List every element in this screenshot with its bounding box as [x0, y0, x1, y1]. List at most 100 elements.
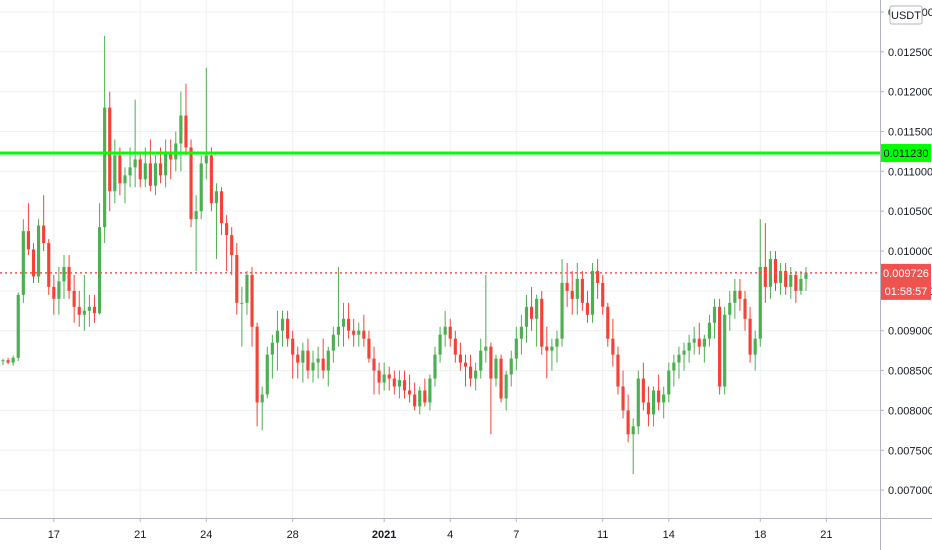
- candle: [184, 83, 188, 156]
- candle-body: [585, 302, 590, 315]
- candle-body: [479, 350, 483, 371]
- time-axis[interactable]: 17 21 24 28 2021 4 7 11 14 18 21: [0, 518, 932, 541]
- candle-body: [646, 402, 651, 415]
- candle: [311, 350, 315, 383]
- countdown-label: 01:58:57: [885, 286, 928, 298]
- candle: [392, 370, 396, 395]
- candle: [529, 286, 534, 331]
- candle-body: [687, 342, 691, 351]
- candle-body: [682, 350, 686, 355]
- candle: [118, 147, 122, 196]
- candle: [179, 91, 183, 172]
- candle: [52, 274, 56, 315]
- candle-body: [387, 374, 391, 379]
- candle-body: [209, 155, 213, 204]
- price-axis[interactable]: 0.0130000.0125000.0120000.0115000.011000…: [880, 0, 932, 550]
- candle-body: [6, 360, 10, 363]
- candle-body: [92, 306, 97, 314]
- candle-body: [545, 346, 549, 351]
- candle: [336, 266, 341, 347]
- candle: [72, 274, 76, 323]
- candle: [21, 219, 25, 303]
- candle: [397, 370, 401, 399]
- candle: [97, 203, 102, 315]
- candle-body: [179, 115, 183, 144]
- candle: [707, 314, 712, 347]
- candle-body: [626, 410, 630, 435]
- candle: [514, 326, 518, 371]
- candle-body: [550, 346, 554, 351]
- candle: [606, 302, 610, 347]
- hline-badge: [881, 144, 931, 163]
- candle-body: [77, 306, 81, 315]
- candle: [6, 357, 10, 365]
- x-tick-label: 24: [200, 529, 212, 541]
- candle-body: [529, 306, 534, 319]
- candle-body: [463, 362, 468, 367]
- currency-badge[interactable]: [889, 5, 923, 25]
- candle: [611, 318, 615, 367]
- candle-body: [601, 282, 605, 307]
- candle: [662, 386, 666, 419]
- candle-body: [280, 318, 285, 331]
- candle: [133, 99, 137, 188]
- candle-body: [265, 354, 269, 395]
- candle: [596, 259, 600, 299]
- candle: [57, 266, 61, 315]
- candle: [519, 314, 523, 355]
- candle-body: [753, 338, 757, 355]
- candle-body: [21, 231, 25, 295]
- candle: [540, 290, 544, 355]
- candle: [316, 346, 320, 379]
- candle: [209, 147, 213, 212]
- x-tick-label: 17: [48, 529, 60, 541]
- candle-body: [316, 358, 320, 363]
- candle-body: [62, 266, 66, 282]
- candle: [738, 278, 742, 311]
- grid: [0, 0, 880, 518]
- candle: [291, 330, 295, 379]
- candle-body: [448, 326, 452, 339]
- candle-body: [336, 326, 341, 335]
- candle-body: [524, 306, 529, 327]
- candle-body: [47, 243, 51, 287]
- candle: [418, 386, 422, 415]
- candle-body: [773, 259, 778, 283]
- candle-body: [331, 334, 335, 351]
- candle: [138, 151, 142, 188]
- candle: [524, 294, 529, 343]
- candle-body: [489, 346, 493, 379]
- candle-body: [667, 370, 671, 395]
- candle-body: [87, 306, 91, 311]
- candle-body: [347, 318, 351, 331]
- candle-body: [37, 225, 41, 277]
- candle: [641, 362, 645, 411]
- candle: [692, 326, 696, 355]
- candle: [245, 270, 249, 315]
- candle-body: [616, 354, 620, 387]
- candle: [123, 167, 127, 204]
- candle: [260, 386, 264, 431]
- candle: [367, 330, 371, 363]
- candle-body: [657, 390, 661, 403]
- currency-label[interactable]: USDT: [891, 10, 921, 22]
- x-tick-label: 4: [447, 529, 453, 541]
- candle: [113, 139, 117, 204]
- candle: [616, 346, 620, 395]
- candle-body: [42, 225, 46, 244]
- candle: [240, 286, 244, 347]
- candle: [296, 346, 300, 379]
- candle-body: [240, 302, 244, 304]
- candle: [82, 274, 86, 331]
- candle-body: [748, 318, 752, 355]
- y-tick-label: 0.011000: [888, 166, 932, 178]
- candle-body: [184, 115, 188, 148]
- candle: [169, 139, 173, 180]
- candle-body: [118, 155, 122, 184]
- candle: [687, 334, 691, 363]
- candle: [453, 330, 457, 363]
- candle-body: [31, 249, 36, 277]
- candle: [733, 278, 737, 319]
- candle: [631, 418, 635, 475]
- candle: [1, 358, 5, 365]
